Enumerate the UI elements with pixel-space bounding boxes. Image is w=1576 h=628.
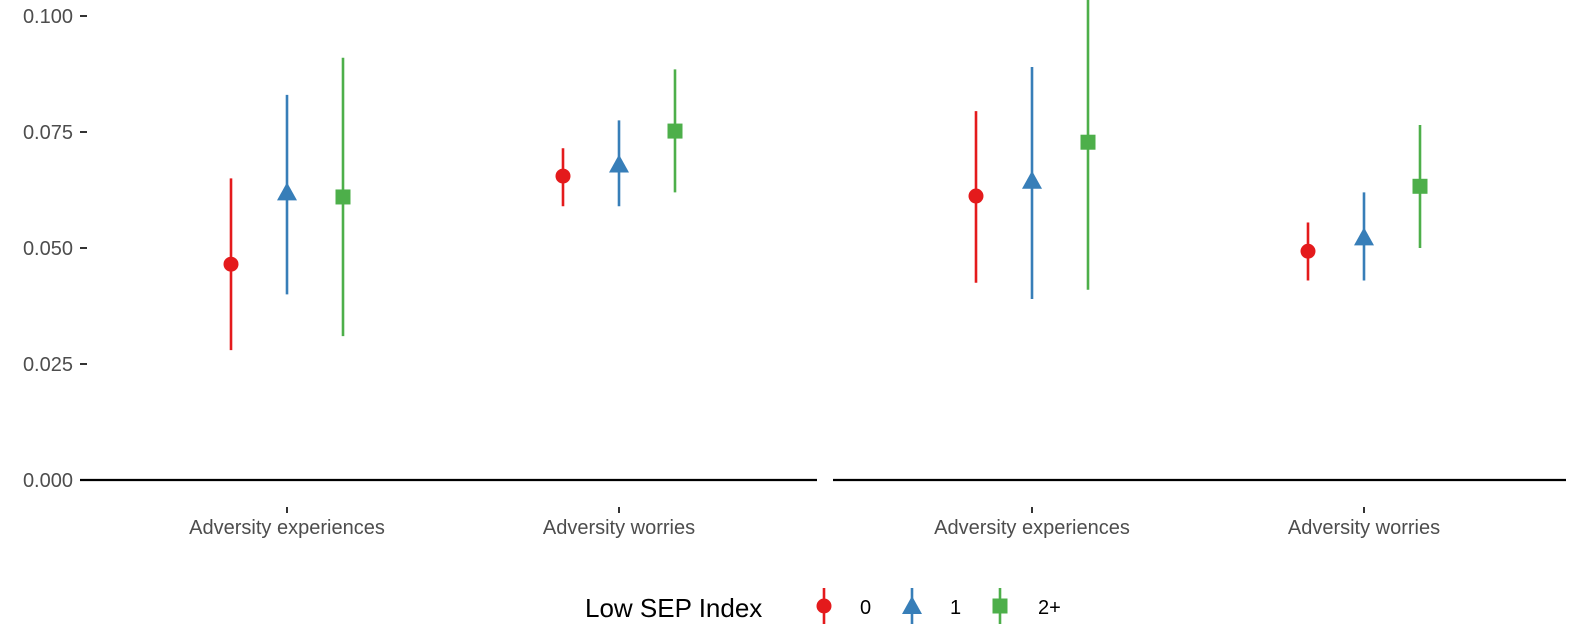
y-tick-label: 0.050	[23, 238, 73, 260]
point-marker	[555, 168, 571, 184]
point-marker	[968, 188, 984, 204]
panel-1: Adversity experiences Adversity worries	[80, 57, 817, 539]
point-marker	[609, 154, 629, 173]
legend-key-marker	[816, 598, 832, 614]
point-marker	[335, 189, 351, 205]
x-tick-label: Adversity worries	[1288, 517, 1440, 539]
point-marker	[1412, 178, 1428, 194]
y-tick-label: 0.075	[23, 122, 73, 144]
legend-key-marker	[992, 598, 1008, 614]
legend-label: 0	[860, 597, 871, 619]
legend-title: Low SEP Index	[585, 593, 762, 623]
point-marker	[1300, 243, 1316, 259]
y-tick-label: 0.025	[23, 354, 73, 376]
x-tick-label: Adversity worries	[543, 517, 695, 539]
x-tick-label: Adversity experiences	[934, 517, 1130, 539]
point-marker	[1354, 227, 1374, 246]
point-marker	[223, 256, 239, 272]
panel-2: Adversity experiences Adversity worries	[833, 0, 1566, 539]
y-tick-label: 0.000	[23, 470, 73, 492]
point-marker	[1080, 134, 1096, 150]
y-tick-label: 0.100	[23, 6, 73, 28]
point-marker	[667, 123, 683, 139]
legend-label: 2+	[1038, 597, 1061, 619]
x-tick-label: Adversity experiences	[189, 517, 385, 539]
legend-label: 1	[950, 597, 961, 619]
legend-key-marker	[902, 596, 922, 614]
point-marker	[277, 182, 297, 201]
legend: Low SEP Index 0 1 2+	[585, 588, 1061, 624]
point-marker	[1022, 170, 1042, 189]
